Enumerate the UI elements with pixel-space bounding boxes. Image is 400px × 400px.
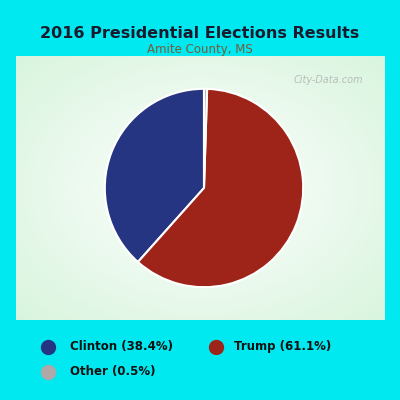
Point bbox=[45, 344, 51, 350]
Text: 2016 Presidential Elections Results: 2016 Presidential Elections Results bbox=[40, 26, 360, 42]
Point bbox=[45, 369, 51, 375]
Wedge shape bbox=[138, 89, 303, 287]
Text: Other (0.5%): Other (0.5%) bbox=[70, 366, 156, 378]
Text: Trump (61.1%): Trump (61.1%) bbox=[234, 340, 331, 353]
Text: Amite County, MS: Amite County, MS bbox=[147, 44, 253, 56]
Text: City-Data.com: City-Data.com bbox=[293, 75, 363, 85]
Wedge shape bbox=[105, 89, 204, 262]
Text: Clinton (38.4%): Clinton (38.4%) bbox=[70, 340, 173, 353]
Point bbox=[213, 344, 219, 350]
Wedge shape bbox=[204, 89, 207, 188]
